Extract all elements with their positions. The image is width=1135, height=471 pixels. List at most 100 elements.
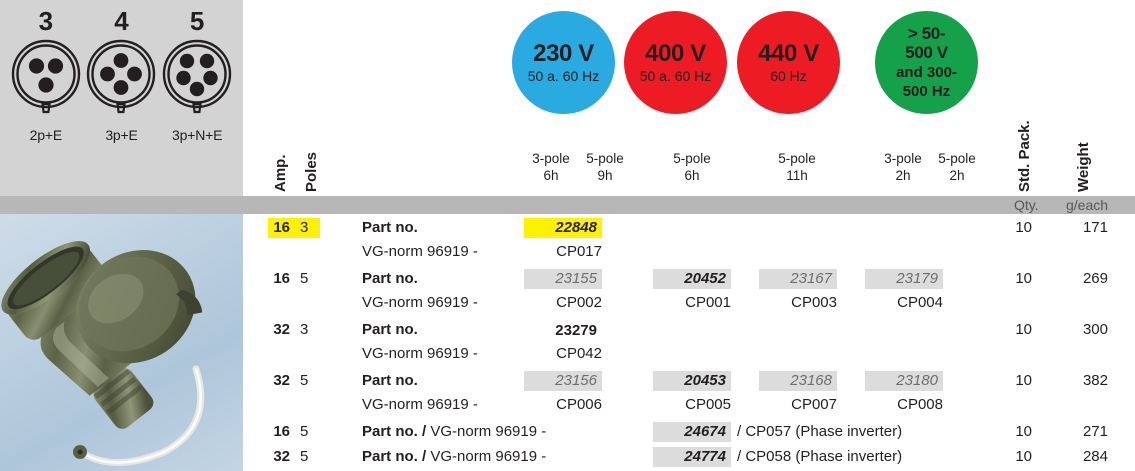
row-weight: 269: [1082, 270, 1108, 287]
subheader-col4: 5-pole 11h: [778, 151, 816, 183]
row-label-part-no: Part no.: [362, 372, 418, 389]
weight-unit-label: g/each: [1066, 197, 1109, 213]
phase-inverter-note: (Phase inverter): [795, 423, 903, 440]
pole-diagram-5: 5 3p+N+E: [161, 6, 233, 143]
row-label-vg-norm: VG-norm 96919 -: [426, 448, 547, 465]
frequency-value: and 300- 500 Hz: [896, 64, 957, 100]
row-poles: 5: [300, 270, 309, 287]
part-number-col5: 23179: [865, 269, 943, 289]
phase-inverter-note: (Phase inverter): [795, 448, 903, 465]
part-number-col5: 23180: [865, 371, 943, 391]
row-std-pack: 10: [1015, 448, 1032, 465]
part-number-col4: 23168: [759, 371, 837, 391]
pole-caption: 2p+E: [29, 127, 62, 143]
part-number-col3: 20452: [653, 269, 731, 289]
header-poles: Poles: [303, 151, 320, 192]
vg-code-inverter: CP057: [745, 423, 792, 440]
row-label-part-vg: Part no. / VG-norm 96919 -: [362, 448, 546, 465]
row-amp: 16: [273, 219, 290, 236]
row-amp: 32: [273, 321, 290, 338]
vg-code-col1: CP006: [556, 396, 602, 413]
pole-diagram-4: 4 3p+E: [85, 6, 157, 143]
pole-diagram-panel: 3 2p+E 4: [0, 0, 243, 196]
voltage-value: > 50- 500 V: [905, 24, 948, 62]
vg-code-col1: CP002: [556, 294, 602, 311]
part-number-col3: 20453: [653, 371, 731, 391]
voltage-value: 400 V: [645, 40, 706, 68]
subheader-col2: 5-pole 9h: [586, 151, 624, 183]
row-poles: 3: [300, 219, 309, 236]
row-label-part-vg: Part no. / VG-norm 96919 -: [362, 423, 546, 440]
row-amp: 16: [273, 270, 290, 287]
pole-count-label: 3: [38, 6, 54, 36]
vg-code-col3: CP005: [685, 396, 731, 413]
row-poles: 5: [300, 423, 309, 440]
subheader-col6: 5-pole 2h: [938, 151, 976, 183]
connector-photo-illustration: [1, 241, 205, 466]
inverter-vg-note: / CP057 (Phase inverter): [737, 423, 902, 440]
row-amp: 32: [273, 448, 290, 465]
part-number-col1: 23279: [555, 322, 597, 339]
part-number-inverter: 24774: [653, 447, 731, 467]
row-weight: 284: [1082, 448, 1108, 465]
row-weight: 382: [1082, 372, 1108, 389]
row-label-vg-norm: VG-norm 96919 -: [362, 294, 478, 311]
header-std-pack: Std. Pack.: [1016, 120, 1033, 192]
pole-diagram-3: 3 2p+E: [10, 6, 82, 143]
row-poles: 5: [300, 448, 309, 465]
pole-caption: 3p+N+E: [172, 127, 223, 143]
frequency-value: 60 Hz: [770, 68, 807, 85]
vg-code-col4: CP003: [791, 294, 837, 311]
vg-code-col4: CP007: [791, 396, 837, 413]
pole-count-label: 5: [189, 6, 205, 36]
vg-code-col3: CP001: [685, 294, 731, 311]
part-number-inverter: 24674: [653, 422, 731, 442]
row-amp: 16: [273, 423, 290, 440]
qty-unit-bar: [0, 196, 1135, 214]
header-weight: Weight: [1075, 142, 1092, 192]
voltage-badge-440v: 440 V 60 Hz: [737, 11, 840, 114]
part-number-col1: 22848: [524, 218, 602, 238]
slash-separator: /: [737, 423, 742, 440]
row-std-pack: 10: [1015, 372, 1032, 389]
row-amp: 32: [273, 372, 290, 389]
row-label-vg-norm: VG-norm 96919 -: [362, 243, 478, 260]
vg-code-col1: CP042: [556, 345, 602, 362]
row-poles: 3: [300, 321, 309, 338]
connector-3pin-icon: [10, 38, 82, 121]
qty-unit-label: Qty.: [1014, 197, 1039, 213]
row-weight: 271: [1082, 423, 1108, 440]
vg-code-col5: CP008: [897, 396, 943, 413]
connector-5pin-icon: [161, 38, 233, 121]
header-amp: Amp.: [272, 154, 289, 193]
vg-code-col5: CP004: [897, 294, 943, 311]
pole-caption: 3p+E: [105, 127, 138, 143]
part-number-col1: 23155: [524, 269, 602, 289]
subheader-col3: 5-pole 6h: [673, 151, 711, 183]
row-label-vg-norm: VG-norm 96919 -: [426, 423, 547, 440]
row-label-vg-norm: VG-norm 96919 -: [362, 345, 478, 362]
frequency-value: 50 a. 60 Hz: [527, 68, 600, 85]
part-number-col1: 23156: [524, 371, 602, 391]
row-poles: 5: [300, 372, 309, 389]
row-std-pack: 10: [1015, 219, 1032, 236]
row-label-part-no: Part no. /: [362, 423, 427, 440]
row-std-pack: 10: [1015, 423, 1032, 440]
voltage-badge-230v: 230 V 50 a. 60 Hz: [512, 11, 615, 114]
part-number-col4: 23167: [759, 269, 837, 289]
row-std-pack: 10: [1015, 321, 1032, 338]
subheader-col5: 3-pole 2h: [884, 151, 922, 183]
product-photo: [0, 214, 243, 471]
row-1-rating-highlight: [268, 218, 320, 238]
voltage-value: 230 V: [533, 40, 594, 68]
connector-4pin-icon: [85, 38, 157, 121]
voltage-value: 440 V: [758, 40, 819, 68]
frequency-value: 50 a. 60 Hz: [639, 68, 712, 85]
voltage-badge-500v: > 50- 500 V and 300- 500 Hz: [875, 11, 978, 114]
pole-count-label: 4: [114, 6, 129, 36]
row-label-part-no: Part no.: [362, 219, 418, 236]
row-label-part-no: Part no.: [362, 270, 418, 287]
row-weight: 171: [1082, 219, 1108, 236]
vg-code-inverter: CP058: [745, 448, 792, 465]
